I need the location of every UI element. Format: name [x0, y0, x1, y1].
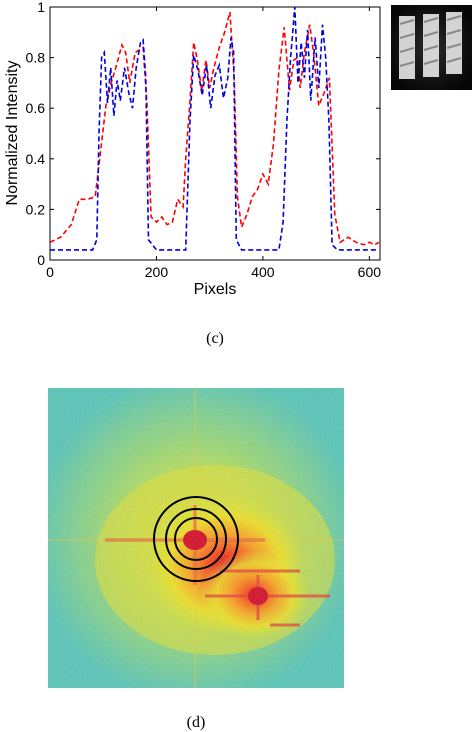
x-axis-label: Pixels — [194, 281, 237, 298]
y-tick-label: 0.6 — [26, 100, 46, 116]
x-tick-label: 0 — [46, 264, 54, 280]
series-line-0 — [50, 11, 380, 246]
inset-bar-target-image — [391, 5, 472, 90]
intensity-profile-chart: 0 200 400 600 0 0.2 0.4 0.6 0.8 1 Pixels Normali… — [4, 0, 381, 298]
y-axis-label: Normalized Intensity — [4, 61, 21, 206]
y-tick-label: 0.8 — [26, 50, 46, 66]
x-tick-label: 200 — [145, 264, 169, 280]
x-tick-label: 600 — [358, 264, 382, 280]
fourier-spectrum-heatmap — [48, 388, 344, 688]
series-line-1 — [50, 7, 379, 251]
annular-circles — [153, 496, 239, 582]
plot-area — [49, 6, 381, 261]
caption-d: (d) — [187, 714, 206, 731]
y-tick-label: 0.4 — [26, 151, 46, 167]
y-tick-layer: 0 0.2 0.4 0.6 0.8 1 — [26, 0, 380, 268]
y-tick-label: 0 — [37, 252, 45, 268]
caption-c: (c) — [206, 330, 224, 347]
y-tick-label: 1 — [37, 0, 45, 15]
series-layer — [50, 7, 380, 251]
y-tick-label: 0.2 — [26, 201, 46, 217]
x-tick-layer: 0 200 400 600 — [46, 7, 381, 280]
x-tick-label: 400 — [251, 264, 275, 280]
